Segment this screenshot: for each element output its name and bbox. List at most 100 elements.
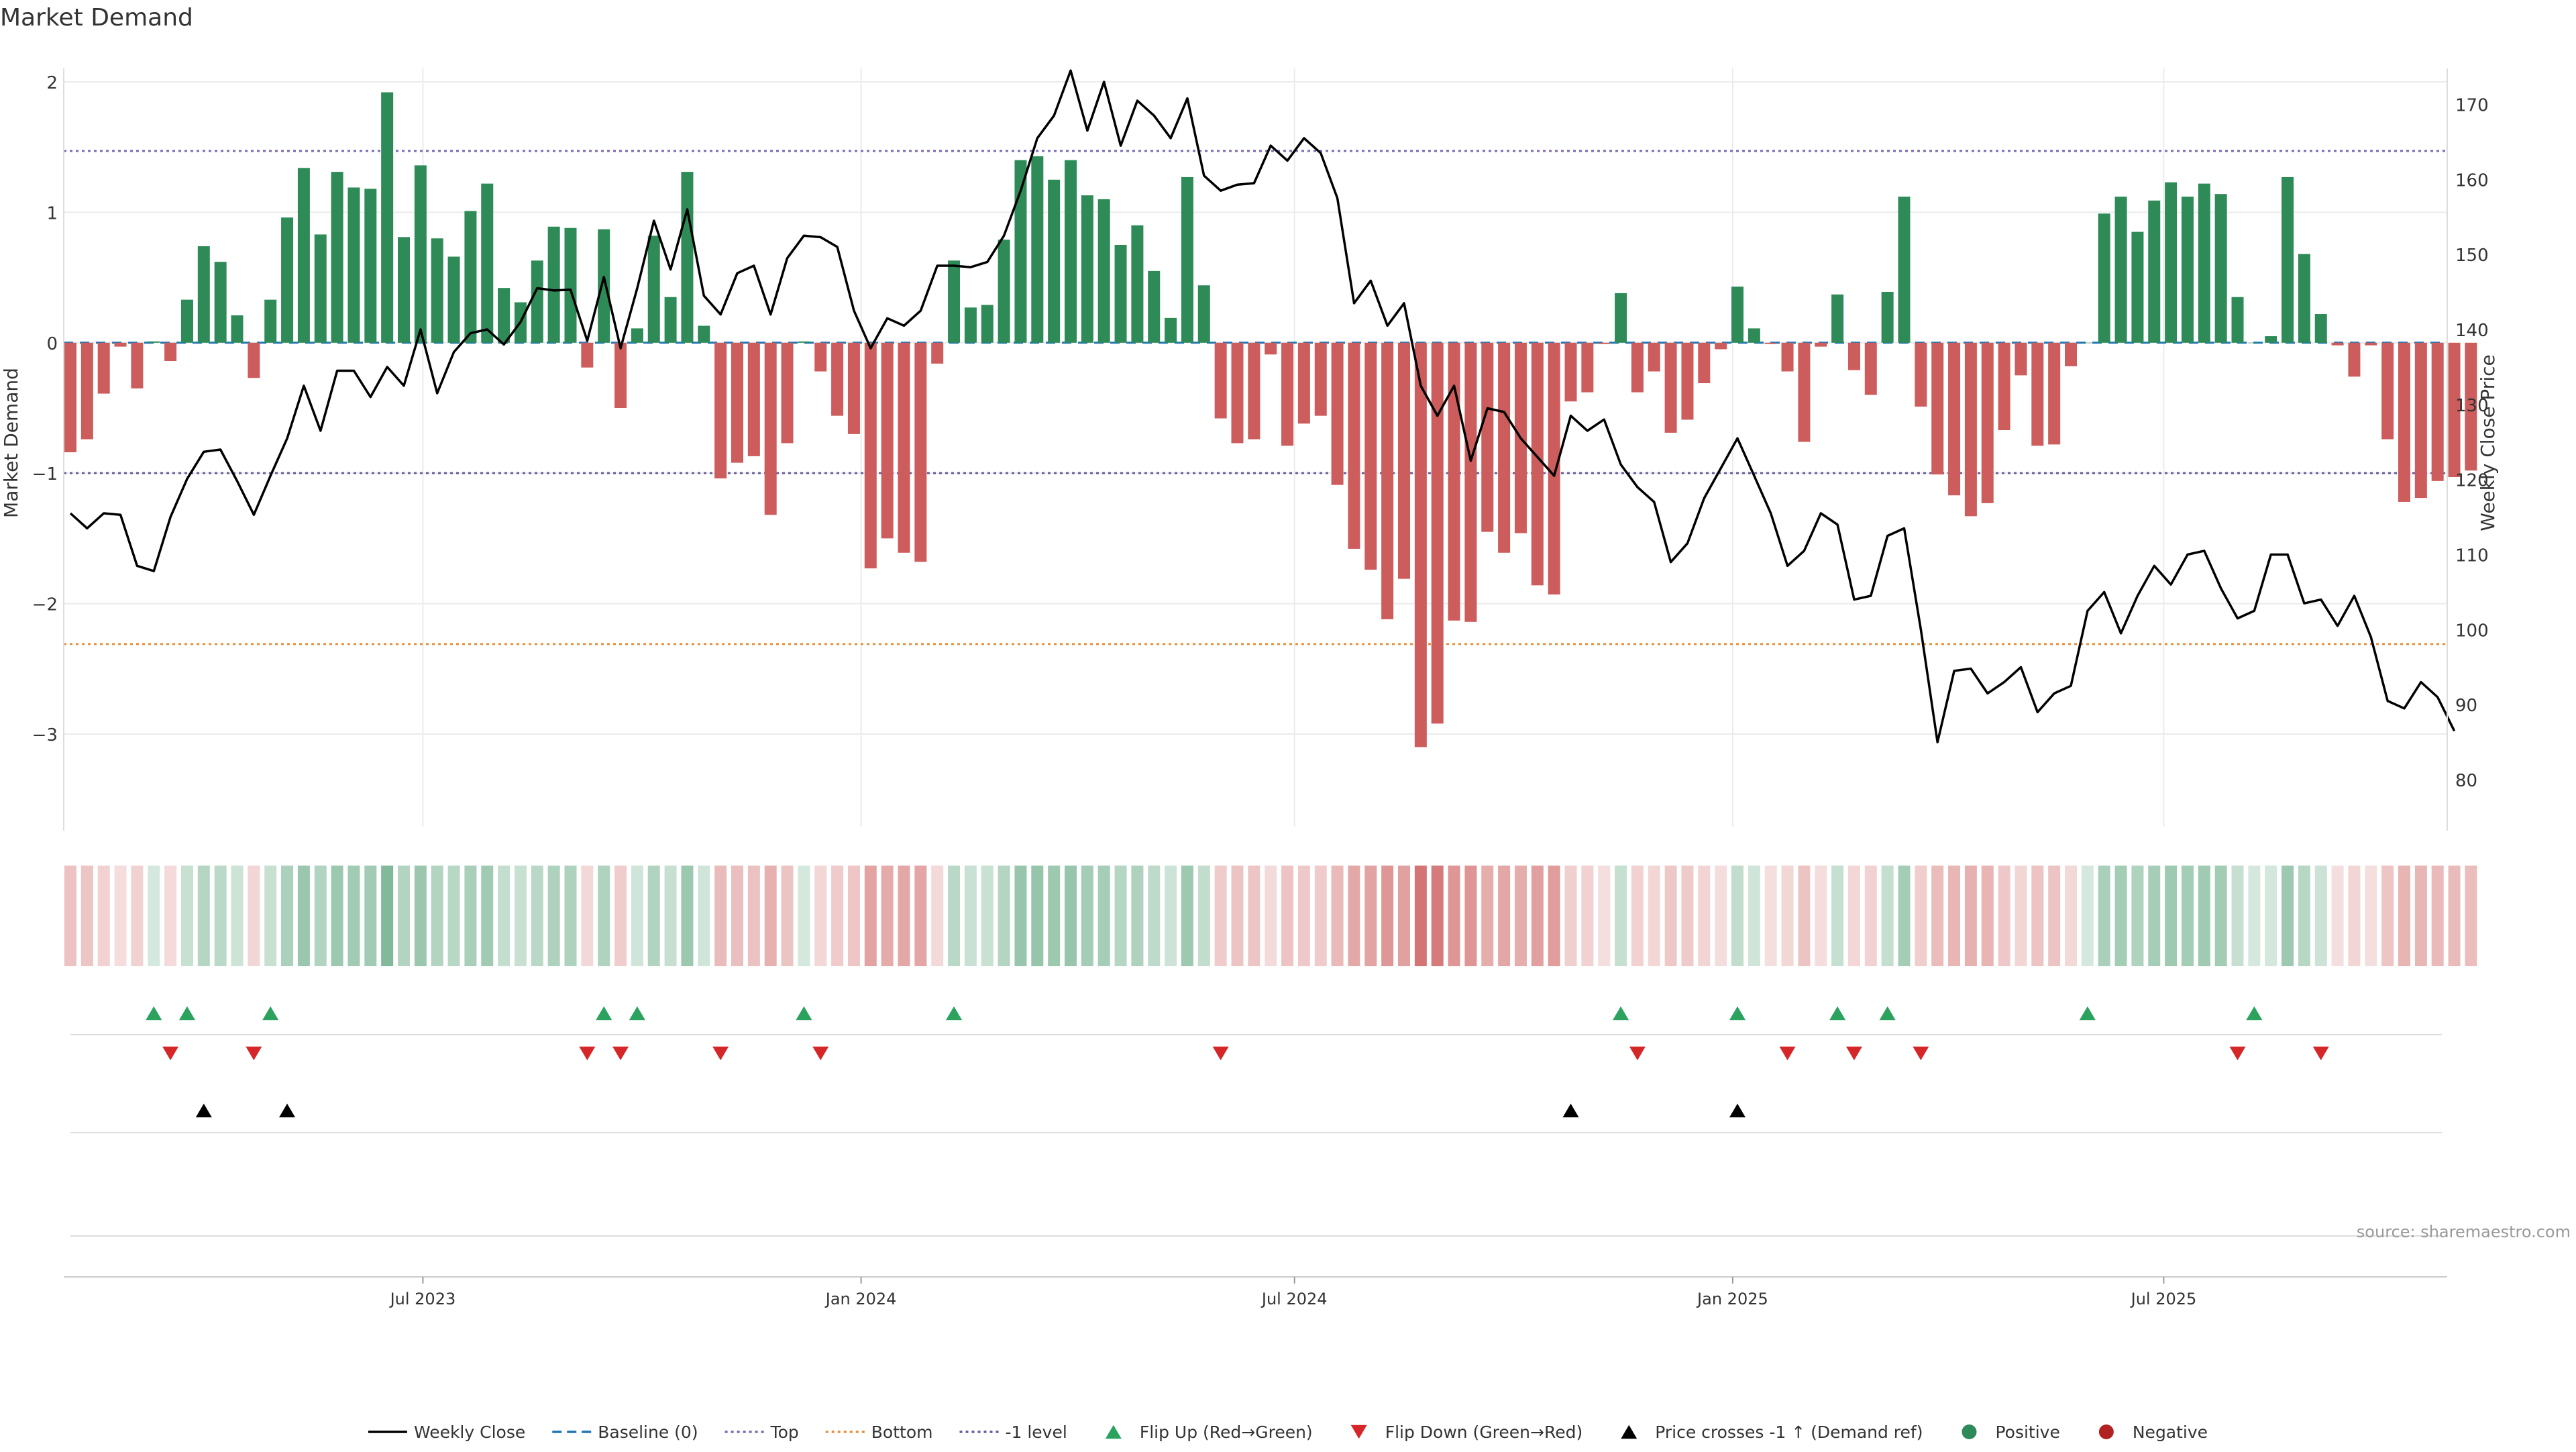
- demand-bar: [1431, 342, 1444, 724]
- heat-cell: [1698, 866, 1711, 966]
- demand-bar: [2065, 342, 2077, 366]
- heat-cell: [1231, 866, 1244, 966]
- heat-cell: [214, 866, 227, 966]
- flip-down-marker: [579, 1046, 596, 1061]
- demand-bar: [64, 342, 76, 453]
- heat-cell: [2314, 866, 2327, 966]
- demand-bar: [1598, 342, 1611, 344]
- heat-cell: [1648, 866, 1660, 966]
- heat-cell: [1948, 866, 1961, 966]
- heat-cell: [1364, 866, 1377, 966]
- demand-bar: [1214, 342, 1227, 419]
- demand-bar: [1131, 225, 1144, 343]
- y2-tick-label: 110: [2455, 546, 2489, 566]
- y2-tick-label: 120: [2455, 471, 2489, 491]
- heat-cell: [2265, 866, 2277, 966]
- demand-bar: [831, 342, 844, 416]
- demand-bar: [2148, 200, 2161, 343]
- y2-tick-label: 80: [2455, 771, 2477, 791]
- heat-cell: [2282, 866, 2294, 966]
- flip-down-marker: [712, 1046, 729, 1061]
- demand-bar: [1981, 342, 1994, 503]
- axes: 2 1 0 −1 −2 −3 170 160 150 140 130 120 110 100 90 80: [32, 68, 2489, 831]
- heat-cell: [1715, 866, 1727, 966]
- demand-bars: [64, 92, 2477, 747]
- heat-cell: [1331, 866, 1344, 966]
- demand-bar: [2131, 231, 2144, 343]
- source-note: source: sharemaestro.com: [2357, 1223, 2571, 1241]
- demand-bar: [97, 342, 110, 394]
- demand-bar: [798, 341, 810, 343]
- heat-cell: [647, 866, 660, 966]
- x-tick-label: Jul 2024: [1260, 1290, 1328, 1308]
- demand-bar: [747, 342, 760, 456]
- demand-bar: [231, 315, 244, 343]
- legend-tri-up-swatch: [1105, 1424, 1122, 1439]
- demand-bar: [531, 260, 543, 343]
- flip-down-marker: [1845, 1046, 1862, 1061]
- heat-cell: [581, 866, 594, 966]
- heat-cell: [1214, 866, 1227, 966]
- demand-bar: [2381, 342, 2394, 439]
- legend-label: Flip Down (Green→Red): [1385, 1422, 1583, 1442]
- heat-cell: [347, 866, 360, 966]
- demand-bar: [214, 262, 227, 343]
- demand-bar: [2365, 342, 2377, 346]
- demand-bar: [1698, 342, 1711, 384]
- demand-bar: [964, 307, 977, 343]
- heat-cell: [297, 866, 310, 966]
- demand-bar: [148, 341, 160, 343]
- demand-bar: [1414, 342, 1427, 747]
- demand-bar: [981, 305, 994, 343]
- demand-bar: [731, 342, 743, 463]
- heat-cell: [664, 866, 677, 966]
- heat-cell: [2131, 866, 2144, 966]
- flip-down-marker: [246, 1046, 262, 1061]
- heat-cell: [531, 866, 543, 966]
- heat-cell: [1197, 866, 1210, 966]
- heat-cell: [2098, 866, 2110, 966]
- demand-bar: [2198, 183, 2210, 343]
- demand-bar: [1331, 342, 1344, 485]
- heat-cell: [1297, 866, 1310, 966]
- demand-bar: [197, 246, 210, 343]
- heat-cell: [698, 866, 710, 966]
- demand-bar: [1381, 342, 1394, 619]
- demand-bar: [1498, 342, 1511, 553]
- demand-bar: [581, 342, 594, 368]
- flip-down-marker: [2312, 1046, 2329, 1061]
- weekly-close-line: [69, 69, 2456, 743]
- heat-cell: [1781, 866, 1794, 966]
- demand-bar: [431, 238, 443, 343]
- heat-cell: [1815, 866, 1827, 966]
- heat-cell: [1148, 866, 1161, 966]
- flip-up-marker: [1729, 1006, 1746, 1021]
- y2-tick-label: 150: [2455, 246, 2489, 266]
- chart-title: Market Demand: [0, 4, 193, 32]
- heat-cell: [1081, 866, 1093, 966]
- demand-bar: [998, 240, 1010, 343]
- demand-bar: [1847, 342, 1860, 370]
- flip-down-marker: [1913, 1046, 1929, 1061]
- heat-cell: [1598, 866, 1611, 966]
- heat-cell: [564, 866, 577, 966]
- demand-bar: [2282, 176, 2294, 343]
- demand-bar: [1348, 342, 1360, 549]
- flip-down-marker: [1212, 1046, 1229, 1061]
- demand-bar: [1764, 342, 1777, 344]
- heat-cell: [1498, 866, 1511, 966]
- price-cross-marker: [1729, 1103, 1746, 1118]
- flip-up-marker: [946, 1006, 963, 1021]
- heat-cell: [864, 866, 877, 966]
- demand-bar: [631, 328, 643, 343]
- demand-bar: [1681, 342, 1694, 420]
- legend-label: Price crosses -1 ↑ (Demand ref): [1655, 1422, 1923, 1442]
- demand-bar: [864, 342, 877, 569]
- demand-bar: [764, 342, 777, 515]
- demand-bar: [1181, 176, 1193, 343]
- heat-cell: [1764, 866, 1777, 966]
- heat-cell: [714, 866, 727, 966]
- heat-cell: [681, 866, 694, 966]
- demand-bar: [1581, 342, 1594, 393]
